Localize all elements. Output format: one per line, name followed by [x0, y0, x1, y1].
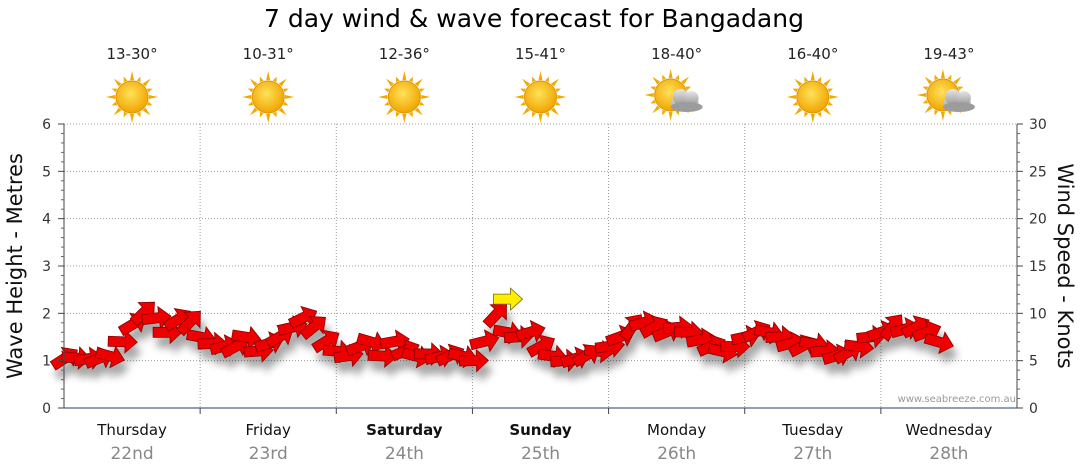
right-tick-label: 0 — [1029, 401, 1038, 417]
wind-arrow — [468, 329, 500, 353]
right-axis: 0 5 10 15 20 25 30 — [1016, 117, 1047, 417]
day-temperature: 18-40° — [651, 45, 702, 63]
wind-arrow — [94, 345, 125, 369]
partly-cloudy-icon — [916, 69, 975, 121]
sunny-icon — [514, 71, 567, 123]
wind-arrow — [176, 310, 201, 337]
day-date: 27th — [793, 444, 832, 464]
weather-row: 13-30° 10-31° 12-36° 15-41° 18-40° 16-40° 19-4… — [106, 45, 975, 123]
wind-arrow — [482, 303, 507, 329]
day-name: Thursday — [96, 421, 167, 439]
wind-arrow — [129, 301, 155, 327]
day-name: Tuesday — [781, 421, 843, 439]
left-tick-label: 0 — [42, 401, 51, 417]
day-name: Monday — [647, 421, 706, 439]
day-date: 23rd — [249, 444, 288, 464]
sunny-icon — [378, 71, 431, 123]
wind-arrow — [367, 344, 398, 368]
day-temperature: 13-30° — [107, 45, 158, 63]
sunny-icon — [242, 71, 295, 123]
day-temperature: 19-43° — [923, 45, 974, 63]
plot-area — [64, 124, 1017, 408]
day-temperature: 12-36° — [379, 45, 430, 63]
day-name: Wednesday — [906, 421, 993, 439]
day-name: Sunday — [509, 421, 572, 439]
day-labels: Thursday 22nd Friday 23rd Saturday 24th Sunday… — [96, 408, 992, 464]
left-tick-label: 5 — [42, 164, 51, 180]
credit-text: www.seabreeze.com.au — [898, 394, 1016, 405]
wind-arrow — [526, 334, 556, 358]
left-tick-label: 3 — [42, 259, 51, 275]
day-date: 24th — [385, 444, 424, 464]
left-axis: 0 1 2 3 4 5 6 — [42, 117, 65, 417]
wind-arrow — [923, 331, 954, 355]
wind-arrow — [107, 329, 138, 354]
right-tick-label: 15 — [1029, 259, 1047, 275]
day-date: 25th — [521, 444, 560, 464]
right-tick-label: 10 — [1029, 306, 1047, 322]
right-tick-label: 30 — [1029, 117, 1047, 133]
wind-arrow — [311, 329, 340, 354]
right-axis-title: Wind Speed - Knots — [1053, 163, 1077, 368]
left-tick-label: 1 — [42, 354, 51, 370]
wave-arrow — [493, 287, 524, 312]
day-name: Saturday — [366, 421, 443, 439]
left-tick-label: 2 — [42, 306, 51, 322]
day-temperature: 15-41° — [515, 45, 566, 63]
right-tick-label: 25 — [1029, 164, 1047, 180]
wind-arrow — [458, 348, 489, 373]
wind-arrow — [231, 325, 262, 350]
wind-arrow — [515, 319, 546, 343]
day-date: 22nd — [110, 444, 153, 464]
plot-grid — [64, 123, 1017, 409]
left-axis-title: Wave Height - Metres — [3, 153, 27, 379]
day-temperature: 16-40° — [787, 45, 838, 63]
wind-series — [49, 301, 954, 373]
left-tick-label: 4 — [42, 212, 51, 228]
right-tick-label: 5 — [1029, 354, 1038, 370]
left-tick-label: 6 — [42, 117, 51, 133]
day-name: Friday — [245, 421, 291, 439]
wind-arrow — [355, 331, 387, 355]
sunny-icon — [106, 71, 159, 123]
wind-arrow — [299, 315, 326, 341]
wave-series — [493, 287, 524, 312]
day-temperature: 10-31° — [243, 45, 294, 63]
day-date: 26th — [657, 444, 696, 464]
partly-cloudy-icon — [644, 69, 703, 121]
day-date: 28th — [929, 444, 968, 464]
sunny-icon — [786, 71, 839, 123]
chart-title: 7 day wind & wave forecast for Bangadang — [264, 4, 804, 33]
right-tick-label: 20 — [1029, 212, 1047, 228]
